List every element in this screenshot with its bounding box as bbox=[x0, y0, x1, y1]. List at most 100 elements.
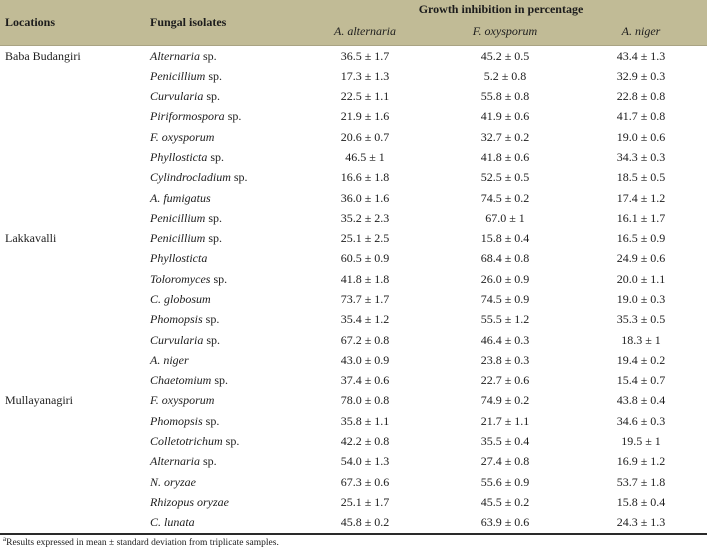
footnote-superscript: a bbox=[3, 534, 7, 543]
isolate-suffix: sp. bbox=[203, 89, 221, 104]
table-row: Curvularia sp. 22.5 ± 1.1 55.8 ± 0.8 22.8 ±… bbox=[0, 87, 707, 107]
value-cell: 54.0 ± 1.3 bbox=[340, 454, 390, 469]
isolate-name: Cylindrocladium bbox=[150, 170, 231, 185]
value-cell: 43.8 ± 0.4 bbox=[616, 393, 666, 408]
value-cell: 24.9 ± 0.6 bbox=[616, 251, 666, 266]
table-row: Piriformospora sp. 21.9 ± 1.6 41.9 ± 0.6 41… bbox=[0, 107, 707, 127]
value-cell: 35.3 ± 0.5 bbox=[616, 312, 666, 327]
isolate-name: Phomopsis bbox=[150, 312, 203, 327]
isolate-suffix: sp. bbox=[207, 150, 224, 165]
value-cell: 24.3 ± 1.3 bbox=[616, 515, 666, 530]
table-row: Penicillium sp. 35.2 ± 2.3 67.0 ± 1 16.1 ± … bbox=[0, 208, 707, 228]
value-cell: 55.8 ± 0.8 bbox=[480, 89, 530, 104]
location-cell bbox=[0, 411, 145, 431]
isolate-cell: Colletotrichum sp. bbox=[145, 431, 295, 451]
table-row: Phomopsis sp. 35.4 ± 1.2 55.5 ± 1.2 35.3 ± … bbox=[0, 310, 707, 330]
isolate-cell: Penicillium sp. bbox=[145, 229, 295, 249]
isolate-suffix: sp. bbox=[202, 312, 220, 327]
table-row: C. lunata 45.8 ± 0.2 63.9 ± 0.6 24.3 ± 1.3 bbox=[0, 512, 707, 533]
growth-inhibition-table: Locations Fungal isolates Growth inhibit… bbox=[0, 0, 707, 534]
isolate-cell: Piriformospora sp. bbox=[145, 107, 295, 127]
isolate-name: Penicillium bbox=[150, 231, 206, 246]
value-cell: 63.9 ± 0.6 bbox=[480, 515, 530, 530]
value-cell: 19.0 ± 0.3 bbox=[616, 292, 666, 307]
isolate-cell: Phyllosticta bbox=[145, 249, 295, 269]
isolate-cell: C. globosum bbox=[145, 289, 295, 309]
value-cell: 36.0 ± 1.6 bbox=[340, 190, 390, 205]
location-cell bbox=[0, 168, 145, 188]
table-row: N. oryzae 67.3 ± 0.6 55.6 ± 0.9 53.7 ± 1.8 bbox=[0, 472, 707, 492]
value-cell: 43.0 ± 0.9 bbox=[340, 352, 390, 367]
value-cell: 16.9 ± 1.2 bbox=[616, 454, 666, 469]
value-cell: 16.6 ± 1.8 bbox=[340, 170, 390, 185]
table-row: Curvularia sp. 67.2 ± 0.8 46.4 ± 0.3 18.3 ±… bbox=[0, 330, 707, 350]
isolate-name: Penicillium bbox=[150, 210, 206, 225]
isolate-name: Curvularia bbox=[150, 332, 204, 347]
value-cell: 35.5 ± 0.4 bbox=[480, 433, 530, 448]
location-cell bbox=[0, 452, 145, 472]
value-cell: 15.8 ± 0.4 bbox=[480, 231, 530, 246]
isolate-name: Rhizopus oryzae bbox=[150, 494, 229, 509]
value-cell: 17.3 ± 1.3 bbox=[340, 68, 390, 83]
isolate-suffix: sp. bbox=[200, 454, 217, 469]
isolate-cell: Phomopsis sp. bbox=[145, 411, 295, 431]
value-cell: 26.0 ± 0.9 bbox=[480, 271, 530, 286]
isolate-cell: Penicillium sp. bbox=[145, 66, 295, 86]
isolate-suffix: sp. bbox=[205, 231, 222, 246]
value-cell: 35.4 ± 1.2 bbox=[340, 312, 390, 327]
isolate-suffix: sp. bbox=[202, 413, 220, 428]
value-cell: 53.7 ± 1.8 bbox=[616, 474, 666, 489]
location-cell bbox=[0, 87, 145, 107]
isolate-suffix: sp. bbox=[205, 210, 222, 225]
table-row: Cylindrocladium sp. 16.6 ± 1.8 52.5 ± 0.5 1… bbox=[0, 168, 707, 188]
col-header-growth-inhibition: Growth inhibition in percentage bbox=[295, 0, 707, 24]
value-cell: 41.8 ± 0.6 bbox=[480, 150, 530, 165]
value-cell: 67.0 ± 1 bbox=[485, 210, 525, 225]
table-row: A. niger 43.0 ± 0.9 23.8 ± 0.3 19.4 ± 0.2 bbox=[0, 350, 707, 370]
col-header-a-niger: A. niger bbox=[575, 24, 707, 46]
isolate-suffix: sp. bbox=[205, 68, 222, 83]
value-cell: 5.2 ± 0.8 bbox=[483, 68, 527, 83]
value-cell: 67.3 ± 0.6 bbox=[340, 474, 390, 489]
isolate-name: A. fumigatus bbox=[150, 190, 211, 205]
location-cell bbox=[0, 512, 145, 533]
location-cell bbox=[0, 492, 145, 512]
isolate-name: Colletotrichum bbox=[150, 433, 223, 448]
table-header: Locations Fungal isolates Growth inhibit… bbox=[0, 0, 707, 46]
isolate-name: N. oryzae bbox=[150, 474, 196, 489]
value-cell: 37.4 ± 0.6 bbox=[340, 373, 390, 388]
value-cell: 16.1 ± 1.7 bbox=[616, 210, 666, 225]
isolate-suffix: sp. bbox=[222, 433, 240, 448]
table-row: Phomopsis sp. 35.8 ± 1.1 21.7 ± 1.1 34.6 ± … bbox=[0, 411, 707, 431]
value-cell: 55.6 ± 0.9 bbox=[480, 474, 530, 489]
isolate-name: C. globosum bbox=[150, 292, 211, 307]
col-header-f-oxysporum: F. oxysporum bbox=[435, 24, 575, 46]
value-cell: 21.9 ± 1.6 bbox=[340, 109, 390, 124]
isolate-name: C. lunata bbox=[150, 515, 195, 530]
value-cell: 27.4 ± 0.8 bbox=[480, 454, 530, 469]
isolate-cell: Curvularia sp. bbox=[145, 87, 295, 107]
value-cell: 74.5 ± 0.2 bbox=[480, 190, 530, 205]
isolate-cell: Cylindrocladium sp. bbox=[145, 168, 295, 188]
value-cell: 43.4 ± 1.3 bbox=[616, 48, 666, 63]
value-cell: 15.8 ± 0.4 bbox=[616, 494, 666, 509]
isolate-suffix: sp. bbox=[224, 109, 242, 124]
isolate-cell: N. oryzae bbox=[145, 472, 295, 492]
value-cell: 18.5 ± 0.5 bbox=[616, 170, 666, 185]
value-cell: 73.7 ± 1.7 bbox=[340, 292, 390, 307]
value-cell: 35.8 ± 1.1 bbox=[340, 413, 390, 428]
location-cell bbox=[0, 310, 145, 330]
table-row: Rhizopus oryzae 25.1 ± 1.7 45.5 ± 0.2 15.8 … bbox=[0, 492, 707, 512]
isolate-name: A. niger bbox=[150, 352, 189, 367]
isolate-name: Phomopsis bbox=[150, 413, 203, 428]
value-cell: 45.2 ± 0.5 bbox=[480, 48, 530, 63]
isolate-name: Alternaria bbox=[150, 48, 200, 63]
value-cell: 41.8 ± 1.8 bbox=[340, 271, 390, 286]
isolate-cell: Phomopsis sp. bbox=[145, 310, 295, 330]
isolate-cell: Penicillium sp. bbox=[145, 208, 295, 228]
isolate-cell: C. lunata bbox=[145, 512, 295, 533]
isolate-cell: F. oxysporum bbox=[145, 391, 295, 411]
value-cell: 41.9 ± 0.6 bbox=[480, 109, 530, 124]
isolate-name: Piriformospora bbox=[150, 109, 225, 124]
value-cell: 15.4 ± 0.7 bbox=[616, 373, 666, 388]
